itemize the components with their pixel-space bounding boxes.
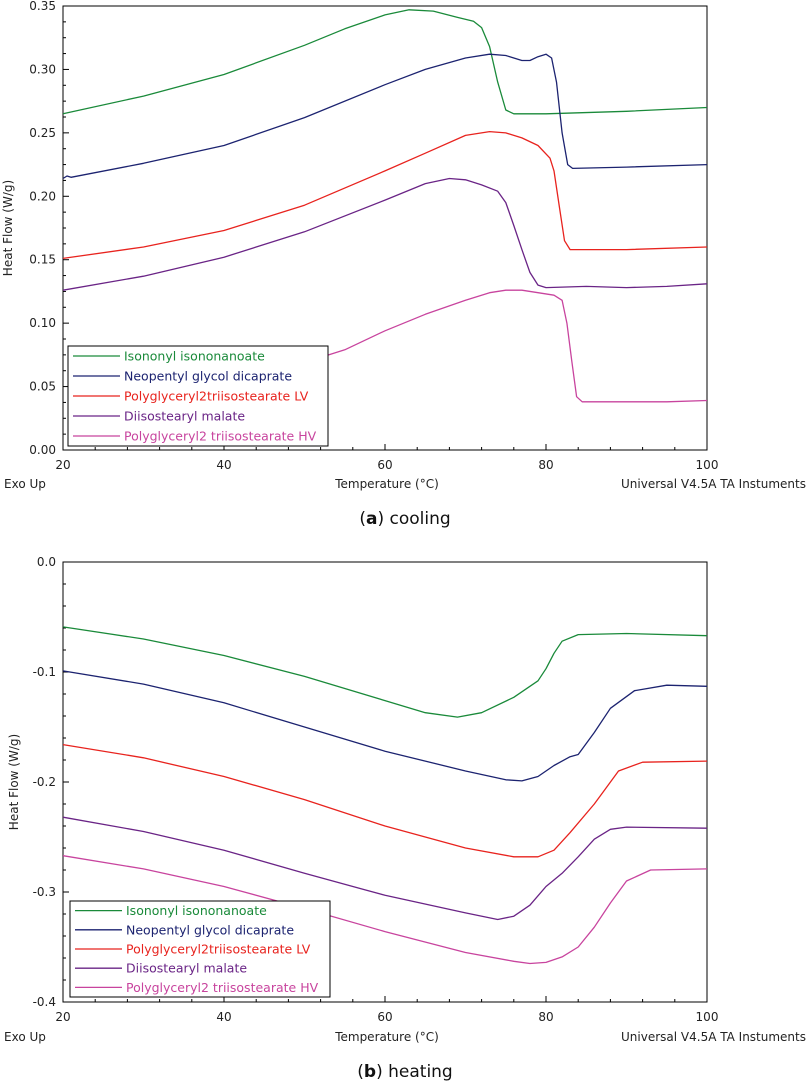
y-tick-label: -0.1 [33, 665, 56, 679]
caption-text: heating [383, 1062, 453, 1081]
series-line-1 [62, 9, 708, 115]
y-tick-label: 0.30 [29, 62, 56, 76]
chart-panel-b: 20 40 60 80 100 -0.4 -0.3 -0.2 -0.1 0.0 Isononyl i… [4, 555, 806, 1081]
caption-close-paren: ) [376, 1062, 383, 1081]
series-line-5 [304, 289, 708, 403]
x-tick-label: 80 [538, 1010, 553, 1024]
legend-label: Isononyl isononanoate [126, 903, 267, 918]
instrument-label: Universal V4.5A TA Instuments [621, 477, 806, 491]
legend-label: Polyglyceryl2 triisostearate HV [124, 429, 317, 444]
legend-label: Polyglyceryl2triisostearate LV [124, 389, 309, 404]
caption-open-paren: ( [357, 1062, 364, 1081]
x-tick-label: 40 [216, 1010, 231, 1024]
series-line-3 [62, 130, 708, 260]
exo-up-label: Exo Up [4, 1030, 46, 1044]
x-tick-label: 60 [377, 458, 392, 472]
series-line-5 [62, 855, 708, 965]
panel-caption: (a) cooling [359, 509, 450, 529]
y-tick-label: 0.00 [29, 443, 56, 457]
y-axis-label: Heat Flow (W/g) [1, 180, 15, 276]
x-axis-label: Temperature (°C) [334, 477, 439, 491]
series-line-1 [62, 626, 708, 718]
y-tick-label: 0.0 [37, 555, 56, 569]
y-tick-label: -0.2 [33, 775, 56, 789]
x-tick-label: 60 [377, 1010, 392, 1024]
x-tick-label: 80 [538, 458, 553, 472]
caption-letter: a [366, 509, 377, 529]
y-tick-label: 0.35 [29, 0, 56, 13]
y-tick-label: 0.25 [29, 126, 56, 140]
exo-up-label: Exo Up [4, 477, 46, 491]
series-line-2 [62, 53, 708, 180]
legend-label: Polyglyceryl2triisostearate LV [126, 942, 311, 957]
instrument-label: Universal V4.5A TA Instuments [621, 1030, 806, 1044]
x-tick-label: 40 [216, 458, 231, 472]
y-axis-label: Heat Flow (W/g) [7, 734, 21, 830]
legend-label: Diisostearyl malate [124, 409, 245, 424]
y-tick-label: 0.15 [29, 253, 56, 267]
caption-text: cooling [384, 509, 451, 529]
x-tick-label: 20 [55, 458, 70, 472]
series-line-2 [62, 670, 708, 782]
series-line-4 [62, 177, 708, 291]
y-tick-label: 0.20 [29, 189, 56, 203]
series-line-4 [62, 816, 708, 921]
caption-letter: b [364, 1062, 376, 1081]
legend-label: Diisostearyl malate [126, 961, 247, 976]
x-tick-label: 100 [696, 1010, 719, 1024]
legend-label: Isononyl isononanoate [124, 349, 265, 364]
legend-label: Neopentyl glycol dicaprate [124, 369, 292, 384]
y-tick-label: 0.10 [29, 316, 56, 330]
caption-close-paren: ) [377, 509, 384, 529]
x-tick-label: 20 [55, 1010, 70, 1024]
y-tick-label: -0.3 [33, 885, 56, 899]
y-tick-label: -0.4 [33, 995, 56, 1009]
y-tick-label: 0.05 [29, 380, 56, 394]
series-line-3 [62, 743, 708, 858]
caption-open-paren: ( [359, 509, 366, 529]
x-axis-label: Temperature (°C) [334, 1030, 439, 1044]
x-tick-label: 100 [696, 458, 719, 472]
chart-panel-a: 20 40 60 80 100 0.00 0.05 0.10 0.15 0.20 0.25 0.30 0… [1, 0, 806, 529]
legend-label: Polyglyceryl2 triisostearate HV [126, 980, 319, 995]
panel-caption: (b) heating [357, 1062, 452, 1081]
legend-label: Neopentyl glycol dicaprate [126, 922, 294, 937]
